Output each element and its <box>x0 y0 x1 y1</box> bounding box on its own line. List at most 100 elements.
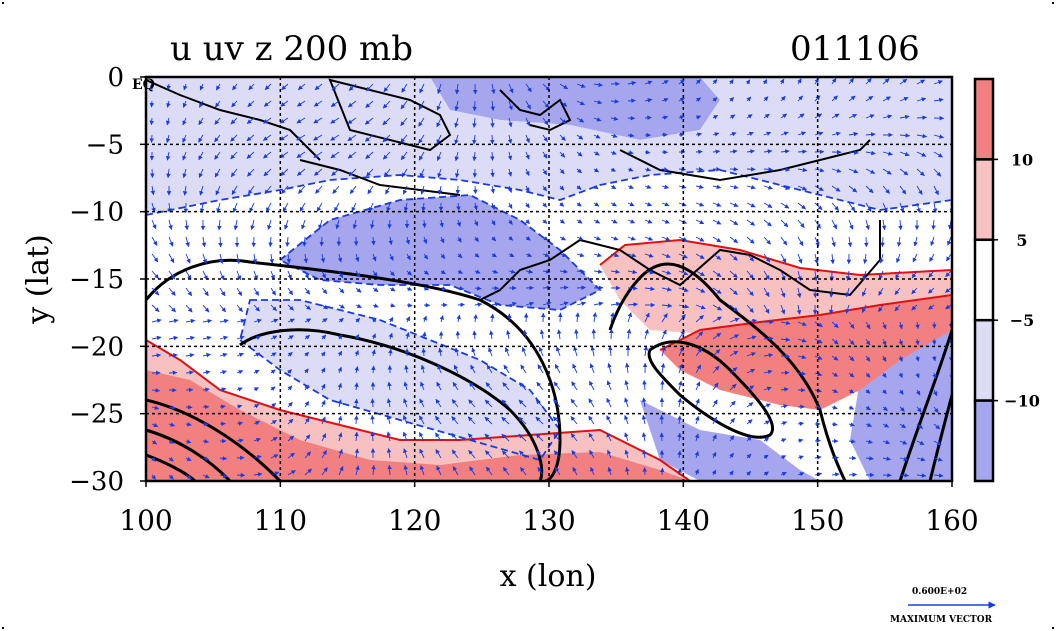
wind-vector <box>491 302 500 307</box>
wind-vector <box>553 450 561 459</box>
wind-vector <box>321 270 326 279</box>
wind-vector <box>695 167 704 172</box>
wind-vector <box>508 235 514 241</box>
wind-vector <box>576 202 582 207</box>
wind-vector <box>232 202 238 213</box>
wind-vector <box>797 131 806 136</box>
wind-vector <box>848 321 855 329</box>
wind-vector <box>644 80 653 85</box>
wind-vector <box>501 450 510 459</box>
wind-vector <box>219 253 224 264</box>
wind-vector <box>932 202 938 214</box>
wind-vector <box>235 253 241 264</box>
wind-vector <box>831 355 839 361</box>
wind-vector <box>371 236 376 246</box>
wind-vector <box>287 470 296 476</box>
wind-vector <box>214 151 221 160</box>
wind-vector <box>402 414 408 425</box>
wind-vector <box>797 455 804 460</box>
wind-vector <box>712 365 720 374</box>
wind-vector <box>763 471 769 476</box>
wind-vector <box>865 219 870 231</box>
wind-vector <box>382 100 391 109</box>
wind-vector <box>916 115 927 120</box>
x-tick-label: 100 <box>119 504 172 537</box>
wind-vector <box>372 270 378 277</box>
wind-vector <box>814 253 819 265</box>
wind-vector <box>202 370 211 375</box>
x-tick-label: 110 <box>254 504 307 537</box>
wind-vector <box>796 304 802 315</box>
wind-vector <box>915 338 920 346</box>
colorbar-bin <box>973 318 995 402</box>
wind-vector <box>882 168 892 175</box>
wind-vector <box>525 168 530 176</box>
wind-vector <box>371 317 377 323</box>
wind-vector <box>746 368 756 374</box>
wind-vector <box>661 97 669 103</box>
wind-vector <box>881 219 887 231</box>
wind-vector <box>263 117 272 124</box>
wind-vector <box>525 301 535 307</box>
wind-vector <box>151 236 158 246</box>
wind-vector <box>314 83 323 91</box>
coastline-new-guinea <box>619 139 871 182</box>
y-tick-label: −30 <box>69 467 124 497</box>
wind-vector <box>695 304 706 310</box>
wind-vector <box>661 346 666 357</box>
wind-vector <box>593 219 601 224</box>
wind-vector <box>338 466 344 476</box>
wind-vector <box>422 331 427 340</box>
wind-vector <box>848 388 855 394</box>
wind-vector <box>607 466 612 476</box>
y-tick-label: 0 <box>107 63 124 93</box>
wind-vector <box>401 168 408 178</box>
wind-vector <box>436 100 442 111</box>
wind-vector <box>780 131 789 136</box>
wind-vector <box>268 236 273 248</box>
y-axis: 0 −5 −10 −15 −20 −25 −30 <box>69 63 146 497</box>
wind-vector <box>576 83 586 88</box>
wind-vector <box>521 346 527 357</box>
wind-vector <box>185 456 192 462</box>
wind-vector <box>865 150 876 156</box>
wind-vector <box>151 422 159 427</box>
wind-vector <box>916 79 926 85</box>
wind-vector <box>436 381 442 391</box>
wind-vector <box>780 167 791 172</box>
wind-vector <box>423 270 429 275</box>
wind-vector <box>644 312 650 323</box>
wind-vector <box>270 318 279 323</box>
wind-vector <box>763 185 773 190</box>
wind-vector <box>332 185 340 194</box>
positive-contour-line-1 <box>599 238 952 277</box>
coastline-java <box>299 159 461 196</box>
wind-vector <box>418 100 425 111</box>
wind-vector <box>490 100 495 111</box>
wind-vector <box>847 236 853 248</box>
wind-vector <box>454 117 459 128</box>
wind-vector <box>418 117 425 127</box>
wind-vector <box>505 329 511 340</box>
wind-vector <box>198 100 204 108</box>
wind-vector <box>763 236 771 245</box>
wind-vector <box>467 433 476 442</box>
wind-vector <box>371 365 376 374</box>
wind-vector <box>861 304 867 313</box>
wind-vector <box>217 219 222 231</box>
wind-vector <box>269 253 274 264</box>
wind-vector <box>150 185 156 196</box>
wind-vector <box>746 219 756 226</box>
wind-vector <box>419 168 425 178</box>
wind-vector <box>729 417 735 425</box>
wind-vector <box>712 416 717 425</box>
wind-vector <box>418 432 425 442</box>
wind-vector <box>763 113 770 119</box>
wind-vector <box>451 432 459 442</box>
x-tick-label: 160 <box>925 504 978 537</box>
wind-vector <box>933 457 943 462</box>
corner-dot-tl <box>2 2 4 4</box>
wind-vector <box>894 287 901 296</box>
wind-vector <box>403 398 408 408</box>
wind-vector <box>576 185 582 190</box>
